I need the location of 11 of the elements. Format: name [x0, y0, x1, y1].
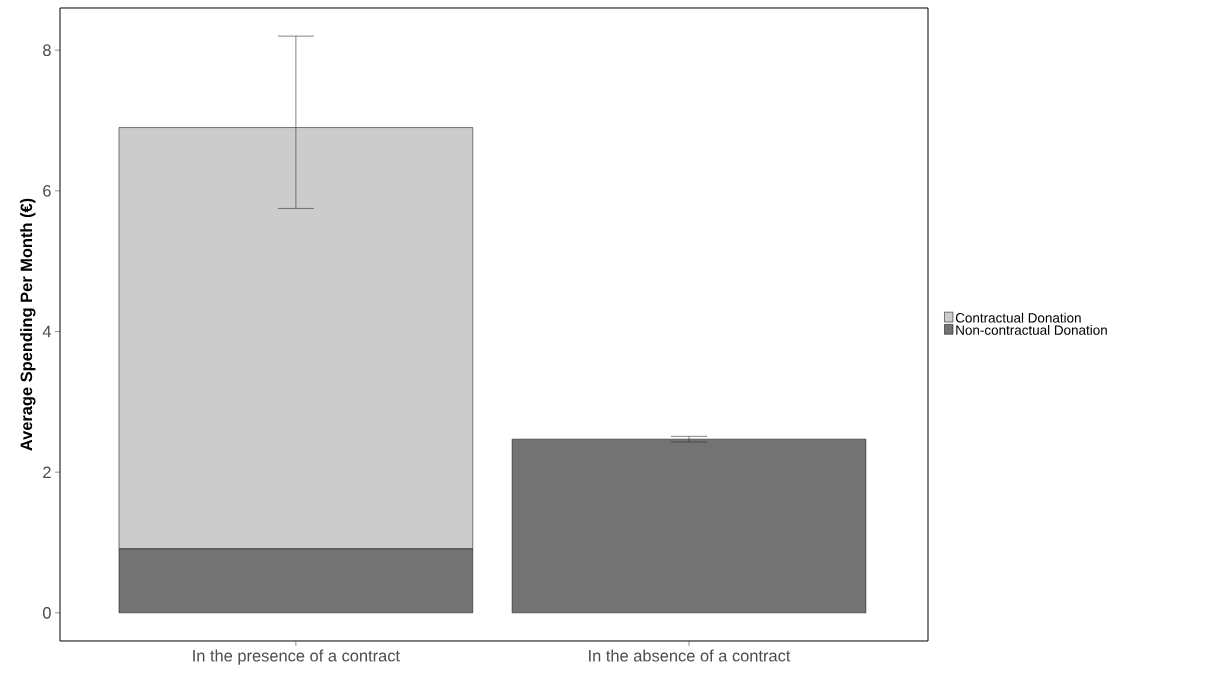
y-tick-label: 2	[43, 466, 51, 478]
x-tick-label: In the absence of a contract	[589, 649, 791, 662]
legend-label: Contractual Donation	[955, 312, 1081, 323]
legend-label: Non-contractual Donation	[956, 324, 1107, 335]
y-axis-title: Average Spending Per Month (€)	[20, 198, 36, 451]
x-tick-label: In the presence of a contract	[193, 649, 400, 665]
bar	[511, 438, 867, 614]
y-tick-label: 0	[42, 607, 51, 619]
y-tick-label: 6	[43, 185, 51, 197]
y-tick-label: 4	[42, 325, 51, 338]
y-tick-label: 8	[43, 44, 51, 56]
